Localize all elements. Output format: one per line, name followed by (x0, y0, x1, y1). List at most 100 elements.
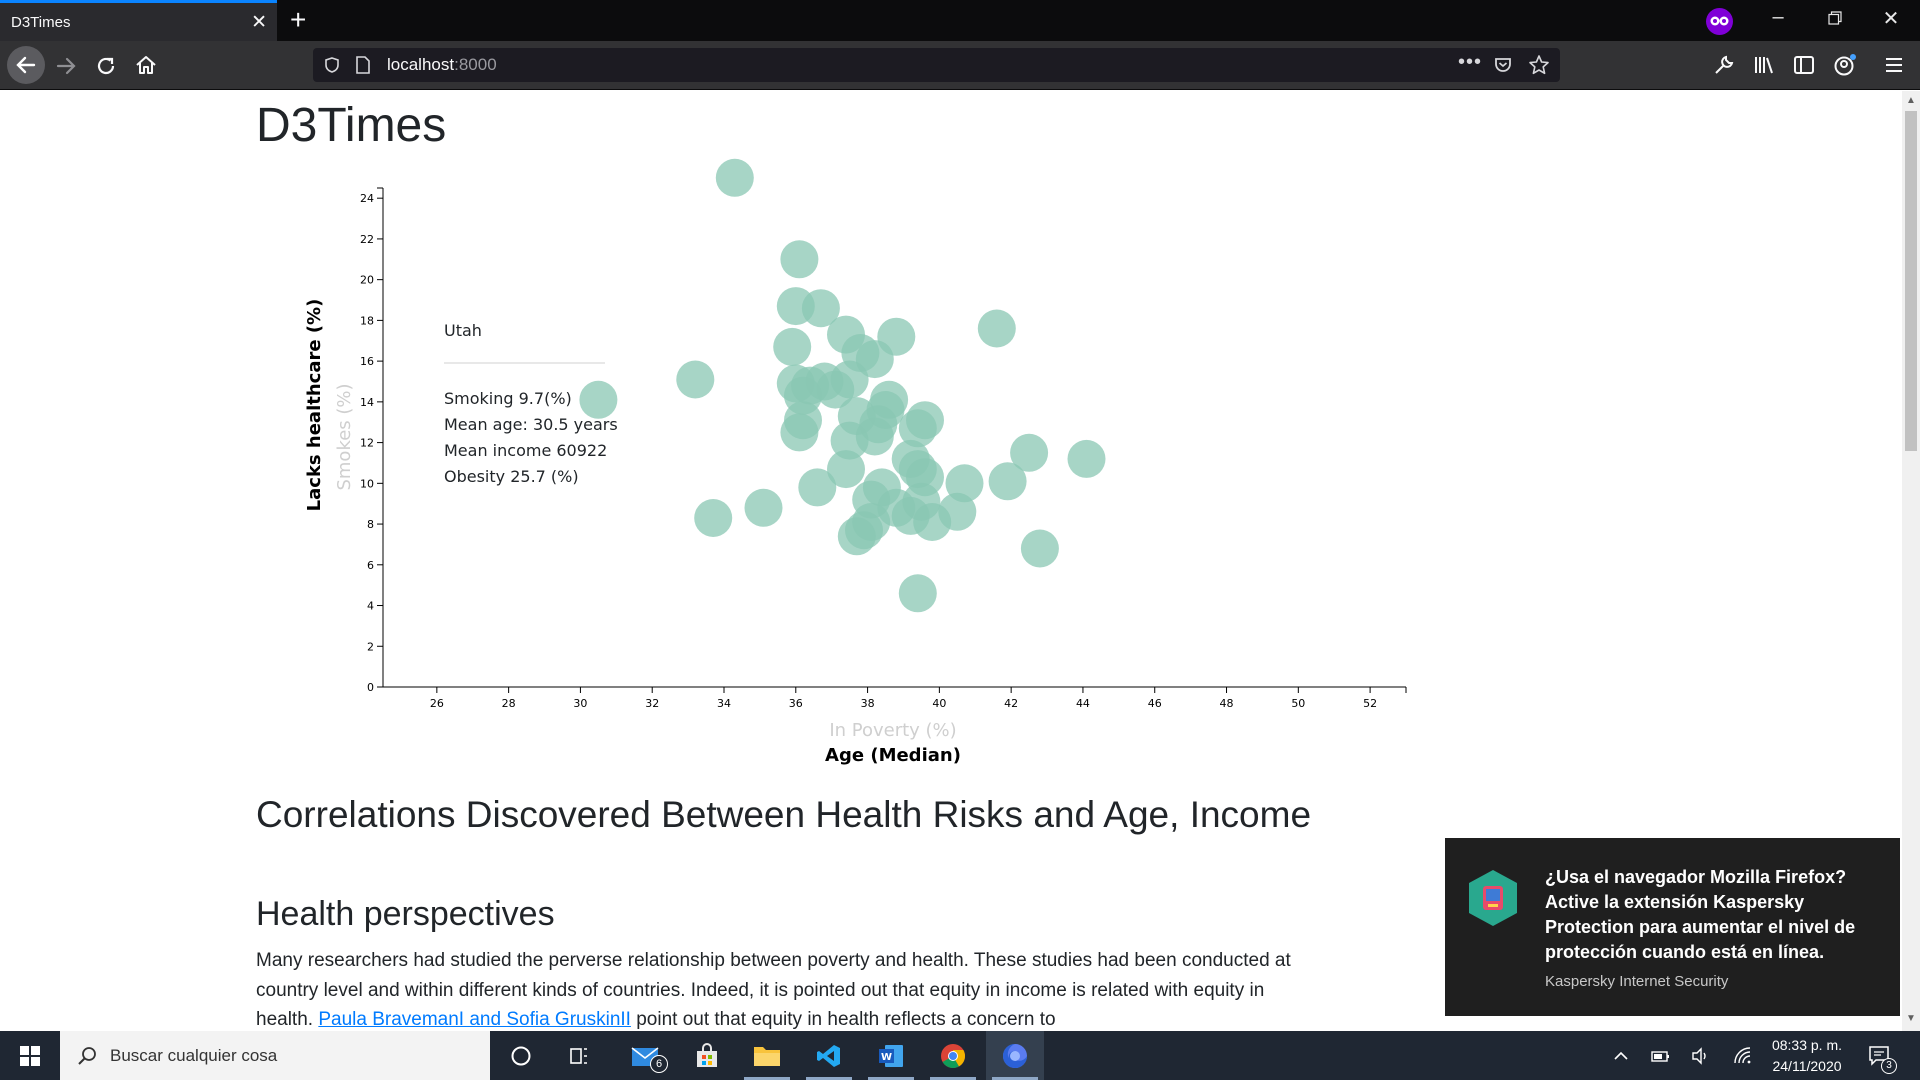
volume-icon[interactable] (1690, 1046, 1710, 1066)
page-title: D3Times (256, 99, 447, 152)
reload-icon[interactable] (94, 54, 118, 78)
data-point[interactable] (898, 574, 937, 613)
back-button[interactable] (7, 46, 45, 84)
home-icon[interactable] (134, 53, 158, 77)
tooltip-obesity: Obesity 25.7 (%) (444, 467, 579, 486)
y-tick-label: 24 (360, 192, 374, 205)
tray-clock[interactable]: 08:33 p. m. 24/11/2020 (1762, 1035, 1852, 1077)
x-tick-label: 40 (932, 697, 946, 710)
data-point[interactable] (780, 413, 819, 452)
page-icon (356, 56, 370, 74)
library-icon[interactable] (1753, 54, 1775, 76)
taskbar-store[interactable] (678, 1031, 736, 1080)
data-point[interactable] (798, 468, 837, 507)
taskbar-vscode[interactable] (800, 1031, 858, 1080)
tab-bar: D3Times ✕ + – ✕ (0, 0, 1920, 41)
shield-icon[interactable] (323, 56, 341, 74)
data-point[interactable] (945, 464, 984, 503)
data-point[interactable] (830, 360, 869, 399)
page-actions-icon[interactable]: ••• (1458, 51, 1483, 73)
account-icon[interactable] (1833, 53, 1857, 77)
data-point[interactable] (780, 240, 819, 279)
taskbar-word[interactable]: W (862, 1031, 920, 1080)
data-point[interactable] (1010, 433, 1049, 472)
taskbar-search-box[interactable]: Buscar cualquier cosa (60, 1031, 490, 1080)
url-text[interactable]: localhost:8000 (387, 55, 497, 75)
task-view-button[interactable] (550, 1031, 608, 1080)
x-axis-label-age[interactable]: Age (Median) (825, 745, 961, 766)
data-point[interactable] (898, 409, 937, 448)
y-tick-label: 22 (360, 233, 374, 246)
restore-icon[interactable] (1820, 6, 1850, 31)
start-button[interactable] (0, 1031, 60, 1080)
close-window-icon[interactable]: ✕ (1882, 8, 1900, 30)
data-point[interactable] (977, 309, 1016, 348)
new-tab-icon[interactable]: + (290, 4, 307, 35)
bookmark-star-icon[interactable] (1528, 54, 1550, 76)
search-icon (78, 1047, 96, 1065)
x-tick-label: 46 (1148, 697, 1162, 710)
y-tick-label: 18 (360, 314, 374, 327)
authors-link[interactable]: Paula BravemanI and Sofia GruskinII (318, 1009, 631, 1030)
data-point[interactable] (827, 450, 865, 489)
page-scrollbar[interactable]: ▲ ▼ (1902, 91, 1920, 1031)
minimize-icon[interactable]: – (1772, 6, 1784, 28)
data-point[interactable] (676, 360, 715, 399)
x-tick-label: 44 (1076, 697, 1090, 710)
y-tick-label: 8 (367, 518, 374, 531)
scroll-thumb[interactable] (1905, 111, 1917, 451)
data-point[interactable] (855, 417, 894, 456)
battery-icon[interactable] (1651, 1047, 1671, 1065)
wrench-icon[interactable] (1713, 54, 1735, 76)
wifi-icon[interactable] (1733, 1046, 1753, 1066)
data-point[interactable] (988, 462, 1027, 501)
windows-logo-icon (20, 1046, 40, 1066)
article-paragraph: Many researchers had studied the pervers… (256, 946, 1306, 1031)
taskbar-mail[interactable]: 6 (618, 1031, 676, 1080)
sidebar-icon[interactable] (1793, 54, 1815, 76)
x-axis-label-poverty[interactable]: In Poverty (%) (829, 720, 956, 741)
data-point[interactable] (837, 517, 876, 556)
x-tick-label: 52 (1363, 697, 1377, 710)
chrome-icon (941, 1044, 966, 1069)
taskbar-file-explorer[interactable] (738, 1031, 796, 1080)
kaspersky-notification[interactable]: ¿Usa el navegador Mozilla Firefox? Activ… (1445, 838, 1900, 1016)
pocket-icon[interactable] (1493, 55, 1513, 75)
folder-icon (754, 1047, 780, 1066)
mail-badge: 6 (650, 1055, 668, 1073)
scroll-up-icon[interactable]: ▲ (1906, 95, 1916, 106)
data-point[interactable] (773, 327, 812, 366)
menu-icon[interactable] (1884, 55, 1904, 75)
action-center-icon[interactable] (1868, 1044, 1892, 1068)
y-tick-label: 2 (367, 640, 374, 653)
data-point[interactable] (1020, 529, 1059, 568)
address-bar[interactable]: localhost:8000 ••• (313, 48, 1560, 82)
y-tick-label: 4 (367, 600, 374, 613)
taskbar-chrome[interactable] (924, 1031, 982, 1080)
y-axis-label-smokes[interactable]: Smokes (%) (334, 383, 355, 490)
cortana-button[interactable] (492, 1031, 550, 1080)
x-tick-label: 48 (1220, 697, 1234, 710)
browser-tab[interactable]: D3Times ✕ (0, 0, 277, 41)
y-tick-label: 12 (360, 437, 374, 450)
navigation-bar: localhost:8000 ••• (0, 41, 1920, 90)
data-point[interactable] (938, 492, 977, 531)
x-tick-label: 26 (430, 697, 444, 710)
clock-date: 24/11/2020 (1772, 1058, 1842, 1074)
data-point[interactable] (744, 488, 783, 527)
tray-overflow-icon[interactable] (1612, 1047, 1630, 1065)
taskbar-firefox[interactable] (986, 1031, 1044, 1080)
scroll-down-icon[interactable]: ▼ (1906, 1013, 1916, 1024)
y-axis-label-healthcare[interactable]: Lacks healthcare (%) (304, 299, 325, 512)
tab-close-icon[interactable]: ✕ (251, 12, 267, 33)
data-point[interactable] (715, 158, 754, 197)
data-point[interactable] (579, 380, 618, 419)
app-running-indicator (744, 1077, 790, 1080)
forward-icon[interactable] (54, 54, 78, 78)
tooltip-state-name: Utah (444, 321, 482, 340)
data-point[interactable] (1067, 439, 1106, 478)
data-point[interactable] (801, 289, 840, 328)
x-tick-label: 30 (573, 697, 587, 710)
data-point[interactable] (694, 499, 733, 537)
data-point[interactable] (855, 340, 894, 379)
